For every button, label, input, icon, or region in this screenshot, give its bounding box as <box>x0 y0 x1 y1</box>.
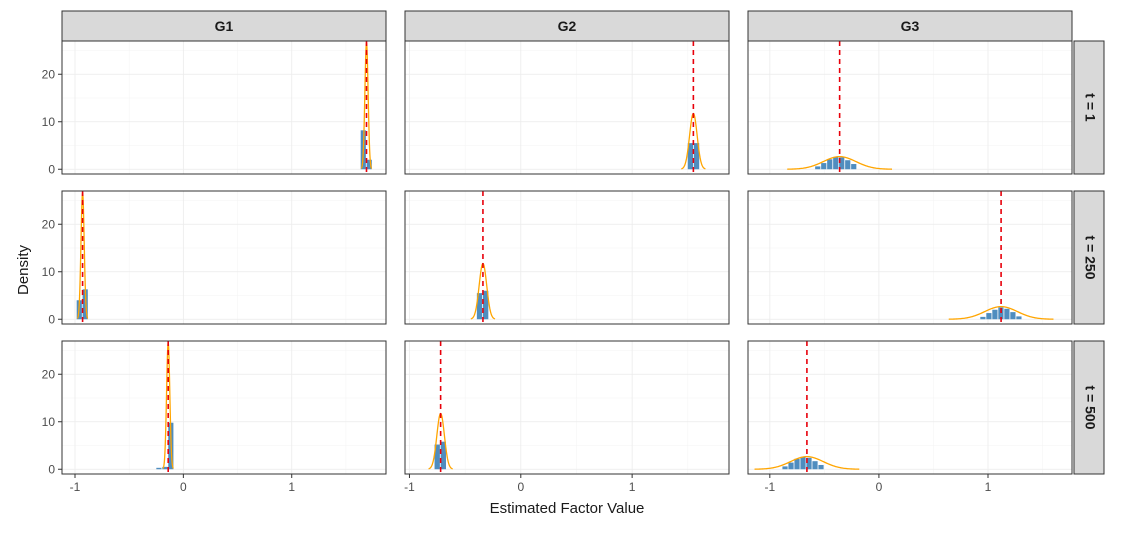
histogram-bar <box>812 461 818 470</box>
panel-background <box>405 191 729 324</box>
row-strip-label: t = 250 <box>1082 236 1098 280</box>
panel-r1-c2 <box>747 190 1073 325</box>
x-tick-label: 1 <box>629 480 636 494</box>
column-strip-g1 <box>61 10 387 42</box>
panel-background <box>62 191 386 324</box>
panel-background <box>62 341 386 474</box>
x-tick-label: 0 <box>517 480 524 494</box>
x-tick-label: 1 <box>288 480 295 494</box>
y-tick-label: 20 <box>42 67 56 81</box>
histogram-bar <box>992 309 998 320</box>
histogram-bar <box>366 159 372 170</box>
panel-r1-c0: 0 10 20 <box>42 190 387 326</box>
panel-border <box>61 340 387 475</box>
histogram-bar <box>1004 308 1010 320</box>
panel-border <box>404 40 730 175</box>
panel-r0-c0: 0 10 20 <box>42 40 387 176</box>
histogram-bar <box>845 160 851 170</box>
histogram-bar <box>851 164 857 170</box>
y-tick-label: 10 <box>42 115 56 129</box>
histogram-bar <box>839 157 845 170</box>
panel-border <box>404 190 730 325</box>
density-curve <box>787 155 893 170</box>
panel-r2-c1: -1 0 1 <box>404 340 730 494</box>
y-tick-label: 10 <box>42 265 56 279</box>
row-strip <box>1073 190 1105 325</box>
histogram-bar <box>693 143 700 170</box>
y-axis-title: Density <box>15 244 32 295</box>
histogram-bar <box>827 159 833 170</box>
histogram-bar <box>788 462 794 470</box>
panel-background <box>748 41 1072 174</box>
histogram-bar <box>482 290 489 320</box>
y-tick-label: 0 <box>48 462 55 476</box>
x-tick-label: -1 <box>764 480 775 494</box>
density-curve <box>948 305 1054 320</box>
x-tick-label: -1 <box>404 480 415 494</box>
panel-r1-c1 <box>404 190 730 325</box>
panel-border <box>61 40 387 175</box>
panel-border <box>747 340 1073 475</box>
column-strip-label: G1 <box>215 18 234 34</box>
x-tick-label: 1 <box>985 480 992 494</box>
panel-border <box>61 190 387 325</box>
histogram-bar <box>794 458 800 470</box>
row-strip-label: t = 1 <box>1082 93 1098 122</box>
y-tick-label: 10 <box>42 415 56 429</box>
histogram-bar <box>998 307 1004 320</box>
histogram-bar <box>986 313 992 320</box>
x-tick-label: -1 <box>70 480 81 494</box>
panel-background <box>405 341 729 474</box>
histogram-bar <box>476 293 483 320</box>
panel-r0-c2 <box>747 40 1073 175</box>
histogram-bar <box>980 316 986 320</box>
histogram-bar <box>156 467 162 470</box>
panel-background <box>748 341 1072 474</box>
y-tick-label: 0 <box>48 312 55 326</box>
panel-r0-c1 <box>404 40 730 175</box>
histogram-bar <box>821 163 827 170</box>
panel-background <box>62 41 386 174</box>
histogram-bar <box>782 466 788 470</box>
histogram-bar <box>82 289 88 320</box>
histogram-bar <box>434 444 440 470</box>
histogram-bar <box>687 143 694 170</box>
y-tick-label: 20 <box>42 217 56 231</box>
row-strip <box>1073 340 1105 475</box>
panel-border <box>747 40 1073 175</box>
y-tick-label: 20 <box>42 367 56 381</box>
column-strip-g2 <box>404 10 730 42</box>
panel-background <box>748 191 1072 324</box>
histogram-bar <box>1010 312 1016 320</box>
histogram-bar <box>806 457 812 470</box>
x-tick-label: 0 <box>876 480 883 494</box>
column-strip-g3 <box>747 10 1073 42</box>
panel-border <box>747 190 1073 325</box>
column-strip-label: G3 <box>901 18 920 34</box>
panel-background <box>405 41 729 174</box>
histogram-bar <box>800 456 806 470</box>
histogram-bar <box>815 166 821 170</box>
panel-r2-c2: -1 0 1 <box>747 340 1073 494</box>
histogram-bar <box>818 464 824 470</box>
histogram-bar <box>833 156 839 170</box>
column-strip-label: G2 <box>558 18 577 34</box>
density-curve <box>754 455 860 470</box>
histogram-bar <box>162 466 168 470</box>
y-tick-label: 0 <box>48 162 55 176</box>
panel-border <box>404 340 730 475</box>
histogram-bar <box>1016 316 1022 320</box>
x-axis-title: Estimated Factor Value <box>490 500 645 517</box>
histogram-bar <box>440 441 447 470</box>
row-strip <box>1073 40 1105 175</box>
row-strip-label: t = 500 <box>1082 386 1098 430</box>
panel-r2-c0: 0 10 20 -1 0 1 <box>42 340 387 494</box>
x-tick-label: 0 <box>180 480 187 494</box>
